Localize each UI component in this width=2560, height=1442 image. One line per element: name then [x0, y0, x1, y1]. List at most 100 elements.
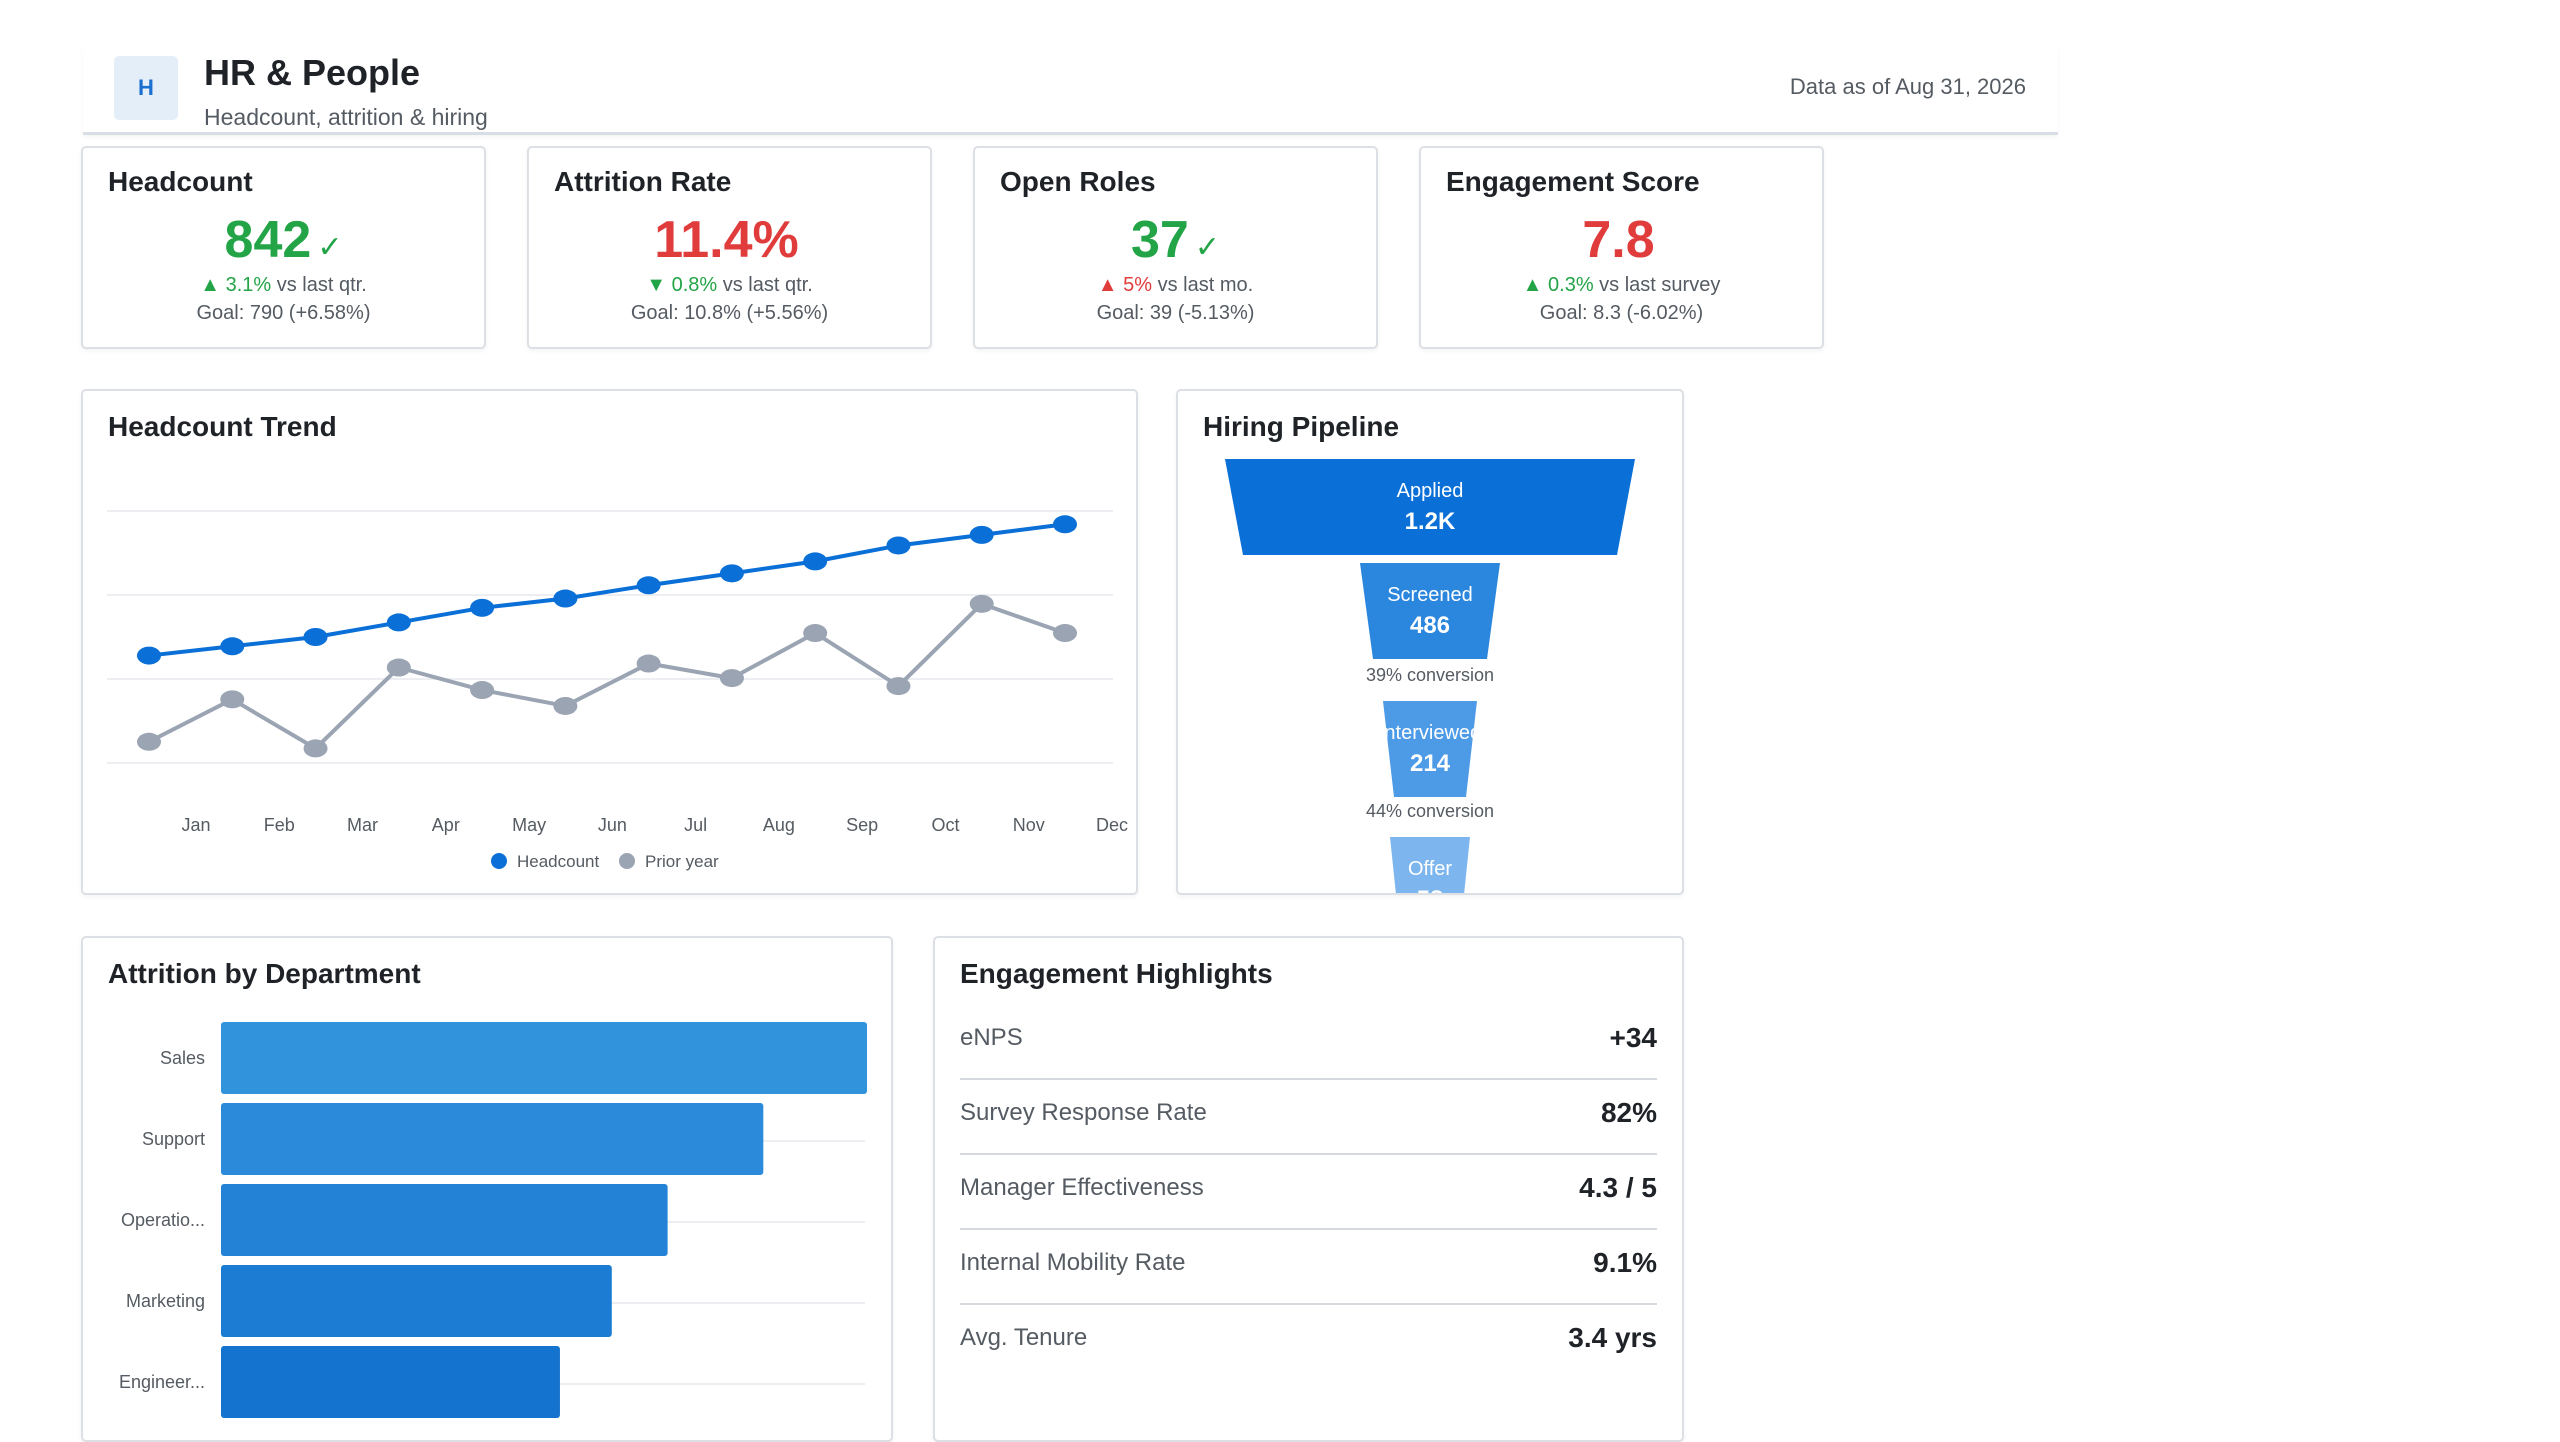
metric-label: Avg. Tenure: [960, 1324, 1088, 1351]
chart-title: Headcount Trend: [108, 411, 337, 442]
x-tick-label: Dec: [1096, 815, 1128, 835]
data-point: [969, 594, 994, 613]
card-title: Engagement Highlights: [960, 958, 1273, 989]
metric-label: Manager Effectiveness: [960, 1174, 1204, 1201]
arrow-up-icon: ▲: [200, 274, 221, 296]
bar: [221, 1265, 612, 1337]
kpi-value: 7.8: [1582, 211, 1655, 269]
category-label: Operatio...: [121, 1210, 205, 1230]
category-label: Support: [142, 1129, 205, 1149]
data-point: [137, 646, 161, 665]
funnel-stage-label: Interviewed: [1379, 722, 1481, 744]
data-point: [303, 628, 328, 646]
kpi-goal: Goal: 10.8% (+5.56%): [630, 302, 829, 324]
check-icon: ✓: [317, 231, 343, 264]
chart-title: Hiring Pipeline: [1203, 411, 1400, 442]
data-point: [803, 552, 828, 571]
attrition-bar-chart: Sales Support Operatio... Marketing Engineer…: [119, 1022, 867, 1418]
funnel-stage-value: 214: [1410, 750, 1451, 777]
conversion-label: 39% conversion: [1366, 665, 1494, 685]
headcount-trend-chart: Jan Feb Mar Apr May Jun Jul Aug Sep Oct Nov Dec Head…: [107, 510, 1128, 871]
bar: [221, 1103, 764, 1175]
data-point: [553, 696, 578, 715]
kpi-delta: ▼ 0.8% vs last qtr.: [646, 274, 813, 296]
x-tick-label: Sep: [846, 815, 878, 835]
x-tick-label: Jan: [181, 815, 210, 835]
page-subtitle: Headcount, attrition & hiring: [204, 104, 488, 130]
metric-row-survey-response: Survey Response Rate 82%: [960, 1079, 1657, 1155]
arrow-down-icon: ▼: [646, 274, 667, 296]
metric-value: 9.1%: [1593, 1247, 1657, 1278]
metric-value: 82%: [1600, 1097, 1657, 1128]
funnel-stage-value: 58: [1417, 886, 1444, 893]
metric-row-avg-tenure: Avg. Tenure 3.4 yrs: [960, 1304, 1657, 1378]
conversion-label: 44% conversion: [1366, 801, 1494, 821]
legend-marker: [491, 853, 507, 869]
hiring-pipeline-card: Hiring Pipeline Applied 1.2K Screened 486 In…: [1176, 389, 1684, 895]
funnel-stage-value: 486: [1410, 612, 1450, 639]
category-label: Sales: [160, 1048, 205, 1068]
kpi-goal: Goal: 39 (-5.13%): [1096, 302, 1255, 324]
kpi-delta: ▲ 3.1% vs last qtr.: [200, 274, 367, 296]
legend-label: Prior year: [645, 852, 719, 871]
data-as-of-label: Data as of Aug 31, 2026: [1789, 74, 2026, 99]
funnel-stage: [1360, 563, 1500, 659]
dashboard-header: H HR & People Headcount, attrition & hir…: [83, 46, 2058, 135]
kpi-title: Headcount: [108, 166, 253, 197]
data-point: [719, 669, 744, 688]
category-label: Marketing: [126, 1291, 205, 1311]
funnel-stage-value: 1.2K: [1405, 508, 1456, 535]
legend-label: Headcount: [517, 852, 600, 871]
kpi-card-engagement-score[interactable]: Engagement Score 7.8 ▲ 0.3% vs last surv…: [1419, 146, 1824, 349]
bar: [221, 1022, 867, 1094]
x-tick-label: Mar: [347, 815, 378, 835]
x-tick-label: Feb: [264, 815, 295, 835]
data-point: [137, 732, 161, 751]
data-point: [470, 598, 495, 617]
kpi-card-headcount[interactable]: Headcount 842 ✓ ▲ 3.1% vs last qtr. Goal:…: [81, 146, 486, 349]
funnel-stage: [1225, 459, 1635, 555]
kpi-card-attrition-rate[interactable]: Attrition Rate 11.4% ▼ 0.8% vs last qtr.…: [527, 146, 932, 349]
kpi-delta: ▲ 0.3% vs last survey: [1522, 274, 1721, 296]
x-tick-label: Jun: [598, 815, 627, 835]
metric-value: 4.3 / 5: [1579, 1172, 1657, 1203]
kpi-goal: Goal: 790 (+6.58%): [196, 302, 371, 324]
metric-label: Survey Response Rate: [960, 1099, 1207, 1126]
bar: [221, 1346, 560, 1418]
category-label: Engineer...: [119, 1372, 205, 1392]
funnel-stage-label: Screened: [1387, 584, 1473, 606]
data-point: [969, 525, 994, 544]
kpi-value: 11.4%: [654, 211, 799, 269]
x-tick-label: Oct: [931, 815, 959, 835]
kpi-value: 37 ✓: [1131, 211, 1220, 269]
kpi-delta: ▲ 5% vs last mo.: [1097, 274, 1254, 296]
x-tick-label: Aug: [763, 815, 795, 835]
kpi-card-open-roles[interactable]: Open Roles 37 ✓ ▲ 5% vs last mo. Goal: 39…: [973, 146, 1378, 349]
data-point: [636, 576, 661, 595]
data-point: [303, 739, 328, 758]
attrition-by-department-card: Attrition by Department Sales Support Oper…: [81, 936, 893, 1442]
data-point: [220, 690, 245, 709]
data-point: [886, 536, 911, 555]
kpi-title: Engagement Score: [1446, 166, 1700, 197]
funnel-stage-label: Applied: [1397, 480, 1464, 502]
metric-row-manager-effectiveness: Manager Effectiveness 4.3 / 5: [960, 1154, 1657, 1230]
data-point: [220, 637, 245, 656]
metric-label: eNPS: [960, 1024, 1023, 1051]
data-point: [719, 564, 744, 583]
kpi-title: Attrition Rate: [554, 166, 732, 197]
data-point: [553, 589, 578, 608]
arrow-up-icon: ▲: [1522, 274, 1543, 296]
funnel-stage: [1390, 837, 1470, 893]
kpi-goal: Goal: 8.3 (-6.02%): [1539, 302, 1704, 324]
data-point: [1053, 515, 1077, 534]
x-tick-label: Jul: [684, 815, 707, 835]
metric-value: 3.4 yrs: [1568, 1322, 1657, 1353]
metric-row-internal-mobility: Internal Mobility Rate 9.1%: [960, 1229, 1657, 1305]
metric-label: Internal Mobility Rate: [960, 1249, 1186, 1276]
data-point: [886, 677, 911, 696]
data-point: [386, 658, 411, 677]
funnel-stage: [1383, 701, 1477, 797]
metric-value: +34: [1609, 1022, 1658, 1053]
engagement-highlights-card: Engagement Highlights eNPS +34 Survey Re…: [933, 936, 1684, 1442]
